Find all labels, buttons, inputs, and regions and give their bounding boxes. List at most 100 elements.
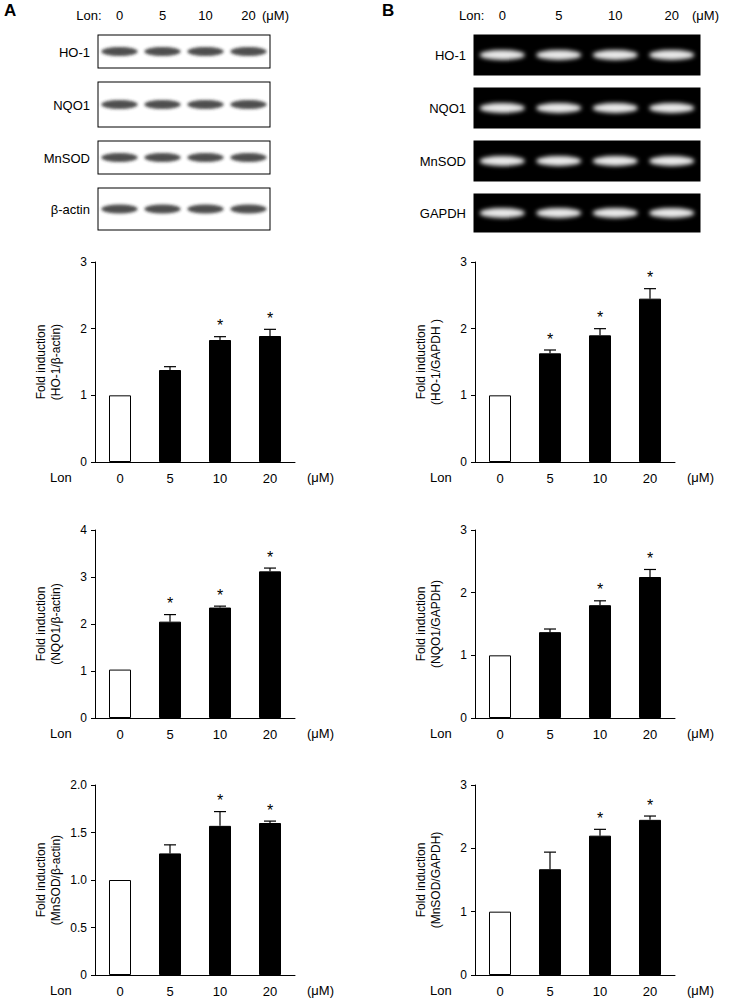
svg-text:*: *	[647, 797, 653, 814]
svg-text:10: 10	[198, 8, 212, 23]
svg-text:GAPDH: GAPDH	[420, 206, 466, 221]
svg-text:MnSOD: MnSOD	[44, 151, 90, 166]
svg-text:Lon:: Lon:	[459, 8, 484, 23]
svg-text:(MnSOD/GAPDH): (MnSOD/GAPDH)	[429, 832, 443, 929]
svg-text:3: 3	[460, 778, 467, 792]
svg-text:20: 20	[263, 984, 277, 999]
svg-text:0: 0	[80, 968, 87, 982]
svg-text:1: 1	[460, 648, 467, 662]
svg-text:2: 2	[460, 322, 467, 336]
svg-text:3: 3	[80, 255, 87, 269]
svg-text:2: 2	[80, 617, 87, 631]
svg-text:0: 0	[496, 727, 503, 742]
svg-text:Lon: Lon	[50, 983, 72, 998]
svg-text:0: 0	[116, 727, 123, 742]
svg-text:A: A	[4, 1, 16, 20]
svg-text:*: *	[217, 587, 223, 604]
svg-text:(MnSOD/β-actin): (MnSOD/β-actin)	[49, 835, 63, 925]
svg-text:Lon: Lon	[50, 726, 72, 741]
svg-text:1: 1	[80, 388, 87, 402]
svg-text:Fold induction: Fold induction	[34, 587, 48, 662]
svg-text:0: 0	[496, 471, 503, 486]
svg-text:1: 1	[80, 664, 87, 678]
svg-text:10: 10	[213, 471, 227, 486]
svg-text:0: 0	[116, 8, 123, 23]
svg-text:20: 20	[643, 727, 657, 742]
svg-text:(μM): (μM)	[687, 726, 714, 741]
svg-text:5: 5	[546, 727, 553, 742]
svg-text:3: 3	[80, 570, 87, 584]
svg-text:3: 3	[460, 523, 467, 537]
svg-text:(HO-1/GAPDH ): (HO-1/GAPDH )	[429, 319, 443, 405]
svg-text:*: *	[267, 549, 273, 566]
svg-text:*: *	[267, 310, 273, 327]
svg-text:*: *	[597, 581, 603, 598]
svg-text:*: *	[167, 595, 173, 612]
svg-text:(μM): (μM)	[307, 983, 334, 998]
svg-text:5: 5	[166, 471, 173, 486]
svg-text:10: 10	[593, 984, 607, 999]
svg-text:5: 5	[159, 8, 166, 23]
svg-text:Fold induction: Fold induction	[414, 587, 428, 662]
svg-text:2: 2	[80, 322, 87, 336]
svg-text:(μM): (μM)	[262, 8, 289, 23]
svg-text:20: 20	[263, 471, 277, 486]
svg-text:HO-1: HO-1	[59, 45, 90, 60]
svg-text:2.0: 2.0	[70, 778, 87, 792]
svg-text:Lon: Lon	[430, 726, 452, 741]
svg-text:*: *	[597, 810, 603, 827]
svg-text:20: 20	[643, 471, 657, 486]
svg-text:Lon: Lon	[430, 470, 452, 485]
svg-text:(μM): (μM)	[687, 983, 714, 998]
svg-text:Fold induction: Fold induction	[34, 325, 48, 400]
svg-text:0: 0	[460, 968, 467, 982]
svg-text:4: 4	[80, 523, 87, 537]
svg-text:1.5: 1.5	[70, 826, 87, 840]
svg-text:B: B	[382, 1, 394, 20]
svg-text:20: 20	[643, 984, 657, 999]
svg-text:(μM): (μM)	[307, 470, 334, 485]
svg-text:Fold induction: Fold induction	[414, 325, 428, 400]
svg-text:*: *	[547, 331, 553, 348]
svg-text:Lon: Lon	[50, 470, 72, 485]
svg-text:*: *	[217, 792, 223, 809]
svg-text:NQO1: NQO1	[429, 101, 466, 116]
svg-text:*: *	[267, 802, 273, 819]
svg-text:(NQO1/β-actin): (NQO1/β-actin)	[49, 583, 63, 665]
svg-text:5: 5	[546, 984, 553, 999]
svg-text:2: 2	[460, 586, 467, 600]
svg-text:10: 10	[213, 984, 227, 999]
svg-text:0: 0	[116, 471, 123, 486]
svg-text:10: 10	[213, 727, 227, 742]
svg-text:5: 5	[166, 727, 173, 742]
svg-text:Fold induction: Fold induction	[414, 843, 428, 918]
svg-text:0: 0	[496, 984, 503, 999]
svg-text:HO-1: HO-1	[435, 48, 466, 63]
svg-text:2: 2	[460, 841, 467, 855]
svg-text:10: 10	[593, 727, 607, 742]
svg-text:20: 20	[263, 727, 277, 742]
svg-text:20: 20	[665, 8, 679, 23]
svg-text:20: 20	[241, 8, 255, 23]
svg-text:0: 0	[460, 455, 467, 469]
svg-text:1.0: 1.0	[70, 873, 87, 887]
svg-text:1: 1	[460, 388, 467, 402]
svg-text:0: 0	[460, 711, 467, 725]
svg-text:Lon:: Lon:	[76, 8, 101, 23]
svg-text:*: *	[217, 317, 223, 334]
svg-text:*: *	[597, 309, 603, 326]
svg-text:0: 0	[499, 8, 506, 23]
svg-text:Lon: Lon	[430, 983, 452, 998]
svg-text:5: 5	[555, 8, 562, 23]
svg-text:5: 5	[546, 471, 553, 486]
svg-text:MnSOD: MnSOD	[420, 154, 466, 169]
svg-text:0.5: 0.5	[70, 921, 87, 935]
svg-text:(μM): (μM)	[692, 8, 719, 23]
svg-text:0: 0	[80, 711, 87, 725]
svg-text:(NQO1/GAPDH): (NQO1/GAPDH)	[429, 580, 443, 668]
svg-text:3: 3	[460, 255, 467, 269]
svg-text:NQO1: NQO1	[53, 98, 90, 113]
svg-text:*: *	[647, 550, 653, 567]
svg-text:1: 1	[460, 905, 467, 919]
svg-text:5: 5	[166, 984, 173, 999]
